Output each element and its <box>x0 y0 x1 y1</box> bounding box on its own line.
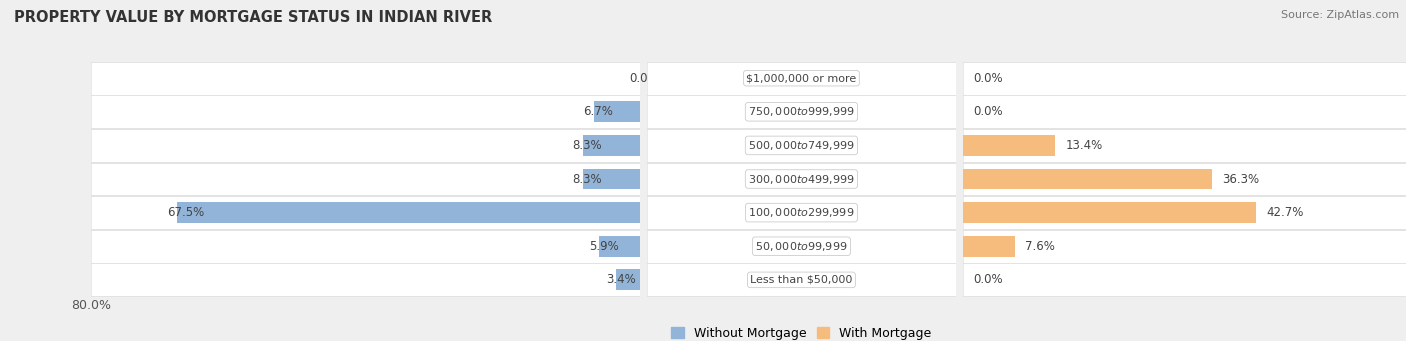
Bar <box>0 95 1326 128</box>
Bar <box>647 163 956 195</box>
Bar <box>583 168 640 190</box>
Text: 7.6%: 7.6% <box>1025 240 1056 253</box>
Bar <box>277 95 1406 128</box>
Bar <box>91 129 640 162</box>
Bar <box>0 196 1406 229</box>
Text: 6.7%: 6.7% <box>583 105 613 118</box>
Bar <box>599 236 640 257</box>
Bar <box>963 168 1212 190</box>
Bar <box>277 263 1406 296</box>
Bar <box>0 62 1406 95</box>
Bar <box>0 62 1326 95</box>
Bar <box>0 196 1326 229</box>
Text: 3.4%: 3.4% <box>606 273 636 286</box>
Bar <box>963 95 1406 128</box>
Bar <box>91 62 640 95</box>
Bar <box>963 62 1406 95</box>
Bar <box>91 196 640 229</box>
Bar <box>91 163 640 195</box>
Bar <box>0 129 1326 162</box>
Bar <box>963 202 1256 223</box>
Bar <box>0 263 1326 296</box>
Bar <box>583 135 640 156</box>
Text: 42.7%: 42.7% <box>1265 206 1303 219</box>
Bar <box>0 163 1406 195</box>
Bar <box>277 62 1406 95</box>
Bar <box>647 95 956 128</box>
Legend: Without Mortgage, With Mortgage: Without Mortgage, With Mortgage <box>666 322 936 341</box>
Text: 67.5%: 67.5% <box>167 206 204 219</box>
Bar <box>177 202 640 223</box>
Text: 0.0%: 0.0% <box>973 105 1002 118</box>
Text: 0.0%: 0.0% <box>973 273 1002 286</box>
Bar <box>963 230 1406 263</box>
Bar <box>91 263 640 296</box>
Text: 8.3%: 8.3% <box>572 139 602 152</box>
Bar <box>963 196 1406 229</box>
Text: $50,000 to $99,999: $50,000 to $99,999 <box>755 240 848 253</box>
Bar <box>277 129 1406 162</box>
Bar <box>647 230 956 263</box>
Bar <box>0 230 1326 263</box>
Text: 36.3%: 36.3% <box>1222 173 1260 186</box>
Bar <box>91 95 640 128</box>
Bar <box>647 263 956 296</box>
Text: 0.0%: 0.0% <box>630 72 659 85</box>
Bar <box>963 129 1406 162</box>
Bar <box>0 230 1406 263</box>
Text: Source: ZipAtlas.com: Source: ZipAtlas.com <box>1281 10 1399 20</box>
Bar <box>91 230 640 263</box>
Bar <box>277 196 1406 229</box>
Bar <box>647 129 956 162</box>
Bar <box>277 230 1406 263</box>
Bar <box>963 263 1406 296</box>
Text: PROPERTY VALUE BY MORTGAGE STATUS IN INDIAN RIVER: PROPERTY VALUE BY MORTGAGE STATUS IN IND… <box>14 10 492 25</box>
Text: $750,000 to $999,999: $750,000 to $999,999 <box>748 105 855 118</box>
Text: 5.9%: 5.9% <box>589 240 619 253</box>
Text: $500,000 to $749,999: $500,000 to $749,999 <box>748 139 855 152</box>
Text: Less than $50,000: Less than $50,000 <box>751 275 852 285</box>
Text: $100,000 to $299,999: $100,000 to $299,999 <box>748 206 855 219</box>
Bar <box>277 163 1406 195</box>
Bar <box>0 163 1326 195</box>
Bar <box>0 129 1406 162</box>
Text: 13.4%: 13.4% <box>1066 139 1102 152</box>
Bar <box>0 263 1406 296</box>
Bar <box>0 95 1406 128</box>
Text: $1,000,000 or more: $1,000,000 or more <box>747 73 856 83</box>
Bar <box>616 269 640 290</box>
Bar <box>963 135 1054 156</box>
Text: 0.0%: 0.0% <box>973 72 1002 85</box>
Bar <box>593 101 640 122</box>
Bar <box>963 236 1015 257</box>
Bar <box>963 163 1406 195</box>
Text: $300,000 to $499,999: $300,000 to $499,999 <box>748 173 855 186</box>
Bar <box>647 196 956 229</box>
Text: 8.3%: 8.3% <box>572 173 602 186</box>
Bar <box>647 62 956 95</box>
